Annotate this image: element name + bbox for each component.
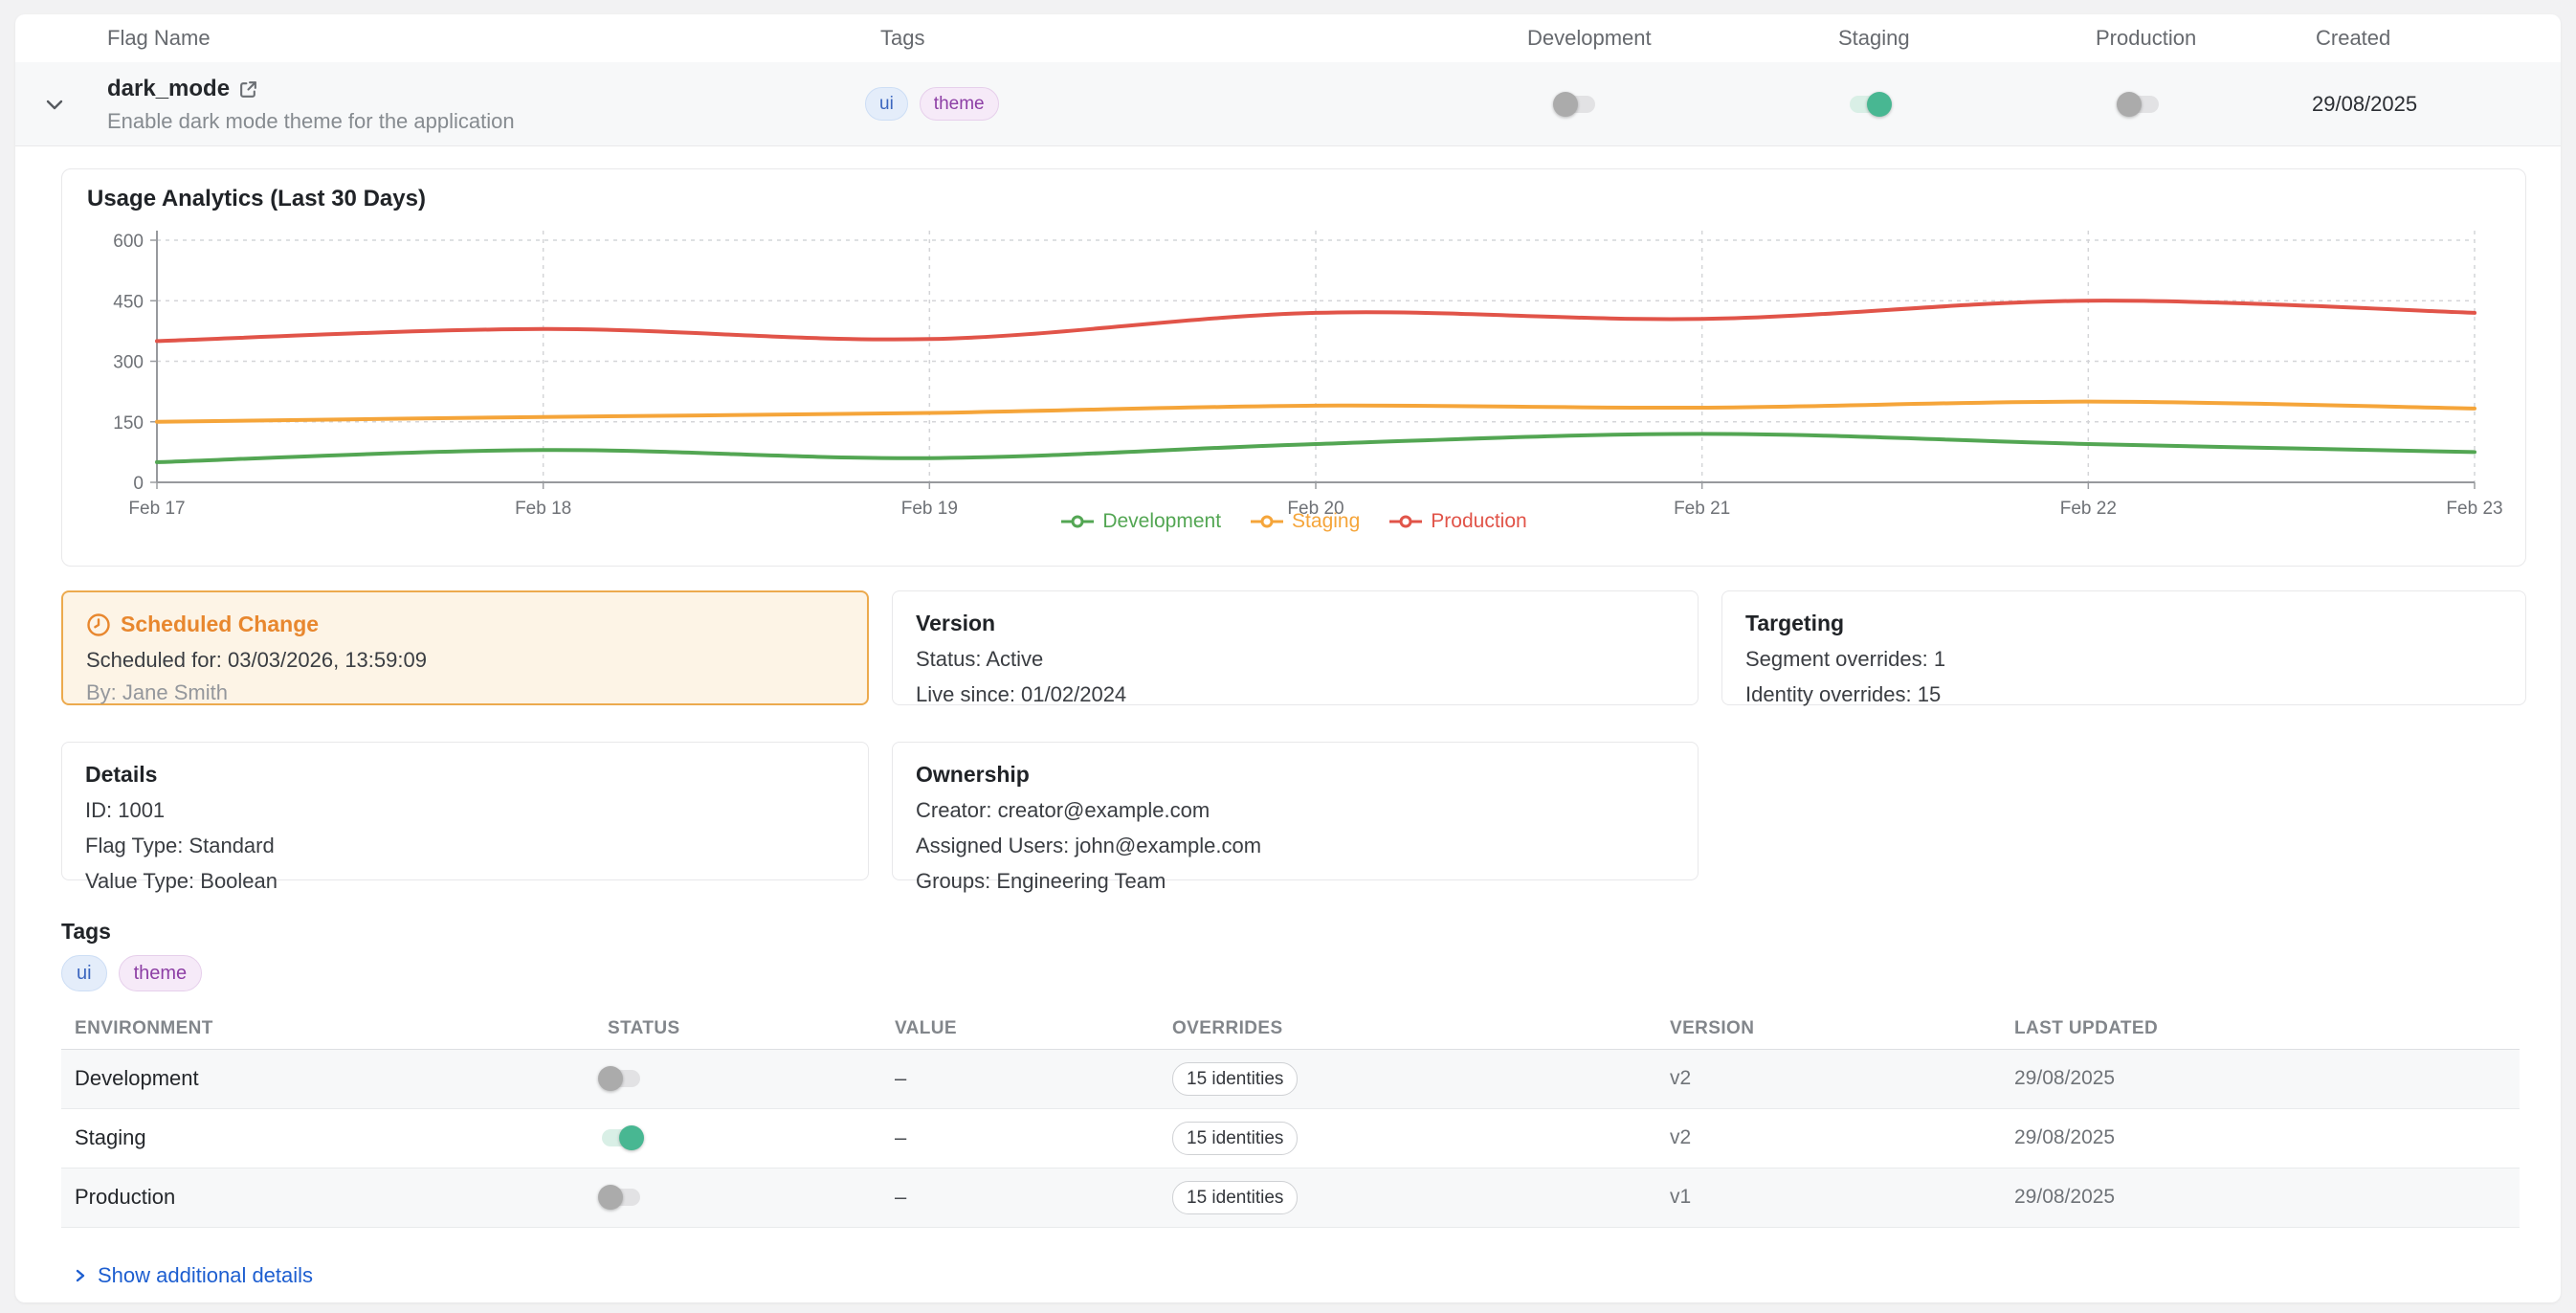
header-development: Development [1527,14,1652,62]
env-version: v1 [1670,1186,1691,1209]
svg-text:300: 300 [113,353,144,373]
details-card: Details ID: 1001 Flag Type: Standard Val… [61,742,869,880]
header-production: Production [2096,14,2196,62]
svg-text:0: 0 [133,474,144,494]
col-last-updated: LAST UPDATED [2014,1018,2158,1039]
ownership-creator: Creator: creator@example.com [916,798,1675,823]
env-name: Staging [75,1125,146,1150]
env-version: v2 [1670,1067,1691,1090]
col-overrides: OVERRIDES [1172,1018,1283,1039]
flag-created-date: 29/08/2025 [2312,92,2417,117]
scheduled-by-text: By: Jane Smith [86,680,844,705]
flag-row: dark_mode Enable dark mode theme for the… [15,62,2561,146]
flag-detail-panel: Flag Name Tags Development Staging Produ… [15,14,2561,1302]
col-value: VALUE [895,1018,957,1039]
ownership-card-title: Ownership [916,762,1675,788]
env-last-updated: 29/08/2025 [2014,1126,2115,1149]
tag-chip-theme[interactable]: theme [119,955,203,991]
targeting-card: Targeting Segment overrides: 1 Identity … [1721,590,2526,705]
header-flag-name: Flag Name [107,14,211,62]
details-id: ID: 1001 [85,798,845,823]
svg-text:150: 150 [113,413,144,434]
env-value: – [895,1125,906,1150]
legend-label: Development [1102,510,1221,533]
status-toggle-production[interactable] [598,1185,644,1210]
chevron-down-icon[interactable] [44,94,65,115]
chevron-right-icon [73,1267,88,1284]
version-card-title: Version [916,611,1675,636]
identity-overrides: Identity overrides: 15 [1745,682,2502,707]
segment-overrides: Segment overrides: 1 [1745,647,2502,672]
tags-section-chips: ui theme [61,955,202,991]
legend-item-development[interactable]: Development [1060,510,1221,533]
ownership-assigned-users: Assigned Users: john@example.com [916,834,1675,858]
legend-item-production[interactable]: Production [1388,510,1526,533]
scheduled-change-title: Scheduled Change [121,612,319,637]
overrides-badge[interactable]: 15 identities [1172,1122,1298,1155]
overrides-badge[interactable]: 15 identities [1172,1181,1298,1214]
tag-chip-theme[interactable]: theme [920,87,999,121]
environments-table-header: ENVIRONMENT STATUS VALUE OVERRIDES VERSI… [61,1014,2520,1050]
details-flag-type: Flag Type: Standard [85,834,845,858]
flag-description: Enable dark mode theme for the applicati… [107,109,515,134]
header-staging: Staging [1838,14,1910,62]
status-toggle-development[interactable] [598,1066,644,1091]
page: Flag Name Tags Development Staging Produ… [0,0,2576,1313]
svg-text:600: 600 [113,232,144,252]
table-row-staging: Staging – 15 identities v2 29/08/2025 [61,1109,2520,1168]
toggle-production[interactable] [2117,92,2163,117]
flag-name: dark_mode [107,76,230,102]
env-value: – [895,1066,906,1091]
table-row-development: Development – 15 identities v2 29/08/202… [61,1050,2520,1109]
legend-label: Staging [1292,510,1360,533]
usage-analytics-chart: 0150300450600Feb 17Feb 18Feb 19Feb 20Feb… [62,169,2527,567]
tags-section-title: Tags [61,919,111,945]
chart-legend: Development Staging Production [62,510,2525,533]
usage-analytics-card: Usage Analytics (Last 30 Days) 015030045… [61,168,2526,567]
table-row-production: Production – 15 identities v1 29/08/2025 [61,1168,2520,1228]
scheduled-for-text: Scheduled for: 03/03/2026, 13:59:09 [86,648,844,673]
version-card: Version Status: Active Live since: 01/02… [892,590,1699,705]
col-version: VERSION [1670,1018,1754,1039]
overrides-badge[interactable]: 15 identities [1172,1062,1298,1096]
env-name: Development [75,1066,199,1091]
header-created: Created [2316,14,2390,62]
flag-name-block: dark_mode Enable dark mode theme for the… [107,76,515,134]
flag-row-tags: ui theme [865,87,999,121]
show-additional-details-link[interactable]: Show additional details [73,1263,313,1288]
ownership-groups: Groups: Engineering Team [916,869,1675,894]
env-last-updated: 29/08/2025 [2014,1186,2115,1209]
env-value: – [895,1185,906,1210]
details-card-title: Details [85,762,845,788]
env-name: Production [75,1185,175,1210]
flag-list-header: Flag Name Tags Development Staging Produ… [15,14,2561,63]
env-version: v2 [1670,1126,1691,1149]
legend-marker-icon [1060,515,1095,528]
svg-text:450: 450 [113,292,144,312]
show-additional-details-label: Show additional details [98,1263,313,1288]
toggle-staging[interactable] [1846,92,1892,117]
details-value-type: Value Type: Boolean [85,869,845,894]
legend-label: Production [1431,510,1526,533]
col-status: STATUS [608,1018,680,1039]
clock-icon [86,612,111,637]
environments-table: ENVIRONMENT STATUS VALUE OVERRIDES VERSI… [61,1014,2520,1228]
col-environment: ENVIRONMENT [75,1018,213,1039]
tag-chip-ui[interactable]: ui [865,87,908,121]
env-last-updated: 29/08/2025 [2014,1067,2115,1090]
version-status: Status: Active [916,647,1675,672]
tag-chip-ui[interactable]: ui [61,955,107,991]
targeting-card-title: Targeting [1745,611,2502,636]
legend-marker-icon [1250,515,1284,528]
external-link-icon[interactable] [238,79,258,100]
ownership-card: Ownership Creator: creator@example.com A… [892,742,1699,880]
header-tags: Tags [880,14,924,62]
toggle-development[interactable] [1553,92,1599,117]
scheduled-change-card: Scheduled Change Scheduled for: 03/03/20… [61,590,869,705]
status-toggle-staging[interactable] [598,1125,644,1150]
legend-item-staging[interactable]: Staging [1250,510,1360,533]
legend-marker-icon [1388,515,1423,528]
version-live-since: Live since: 01/02/2024 [916,682,1675,707]
